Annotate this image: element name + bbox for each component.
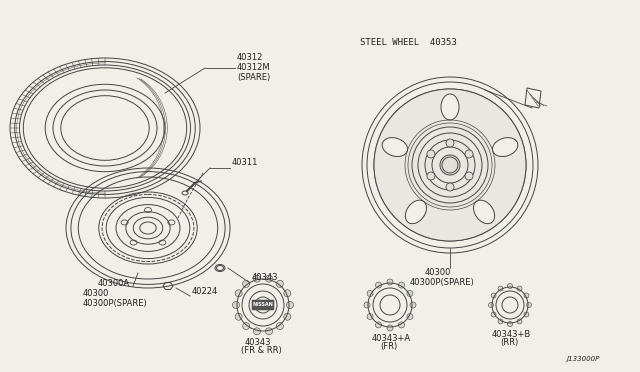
Text: STEEL WHEEL  40353: STEEL WHEEL 40353 — [360, 38, 457, 47]
Circle shape — [517, 319, 522, 324]
FancyBboxPatch shape — [252, 300, 274, 310]
Text: 40300: 40300 — [425, 268, 451, 277]
Circle shape — [524, 293, 529, 298]
Circle shape — [266, 275, 273, 282]
Circle shape — [243, 280, 250, 288]
Circle shape — [446, 183, 454, 191]
Text: 40300: 40300 — [83, 289, 109, 298]
Circle shape — [276, 323, 284, 330]
Circle shape — [284, 290, 291, 297]
Circle shape — [491, 293, 496, 298]
Text: 40312M: 40312M — [237, 63, 271, 72]
Circle shape — [253, 328, 260, 335]
Ellipse shape — [382, 138, 408, 157]
Circle shape — [465, 172, 473, 180]
Text: (RR): (RR) — [500, 338, 518, 347]
Circle shape — [427, 172, 435, 180]
Ellipse shape — [441, 94, 459, 120]
Circle shape — [276, 280, 284, 288]
Circle shape — [508, 321, 513, 327]
Circle shape — [284, 313, 291, 320]
Text: (FR): (FR) — [380, 342, 397, 351]
Ellipse shape — [474, 200, 495, 224]
Circle shape — [387, 279, 393, 285]
Circle shape — [367, 314, 373, 320]
Circle shape — [407, 291, 413, 296]
Circle shape — [376, 322, 381, 328]
Circle shape — [524, 312, 529, 317]
Circle shape — [253, 275, 260, 282]
Text: (SPARE): (SPARE) — [237, 73, 270, 82]
Circle shape — [374, 89, 526, 241]
Circle shape — [399, 282, 404, 288]
Circle shape — [446, 139, 454, 147]
Circle shape — [442, 157, 458, 173]
Text: 40343+A: 40343+A — [372, 334, 411, 343]
Text: 40312: 40312 — [237, 53, 264, 62]
Circle shape — [498, 286, 503, 291]
Circle shape — [407, 314, 413, 320]
Ellipse shape — [493, 138, 518, 157]
Circle shape — [399, 322, 404, 328]
Circle shape — [232, 301, 239, 308]
Circle shape — [488, 302, 493, 308]
Circle shape — [410, 302, 416, 308]
Circle shape — [498, 319, 503, 324]
Circle shape — [235, 290, 242, 297]
Circle shape — [517, 286, 522, 291]
Circle shape — [508, 283, 513, 289]
Circle shape — [465, 150, 473, 158]
Circle shape — [243, 323, 250, 330]
Ellipse shape — [405, 200, 426, 224]
Text: 40311: 40311 — [232, 158, 259, 167]
Text: 40300A: 40300A — [98, 279, 130, 288]
Circle shape — [491, 312, 496, 317]
Text: (FR & RR): (FR & RR) — [241, 346, 282, 355]
Text: 40343: 40343 — [252, 273, 278, 282]
Text: J133000P: J133000P — [566, 356, 600, 362]
Circle shape — [364, 302, 370, 308]
Text: 40343: 40343 — [245, 338, 271, 347]
Text: NISSAN: NISSAN — [253, 302, 273, 308]
Text: 40300P(SPARE): 40300P(SPARE) — [410, 278, 475, 287]
Circle shape — [527, 302, 531, 308]
Circle shape — [287, 301, 294, 308]
Circle shape — [376, 282, 381, 288]
Text: 40224: 40224 — [192, 287, 218, 296]
Circle shape — [387, 325, 393, 331]
Circle shape — [367, 291, 373, 296]
Circle shape — [427, 150, 435, 158]
Text: 40343+B: 40343+B — [492, 330, 531, 339]
Circle shape — [266, 328, 273, 335]
Text: 40300P(SPARE): 40300P(SPARE) — [83, 299, 148, 308]
Circle shape — [235, 313, 242, 320]
